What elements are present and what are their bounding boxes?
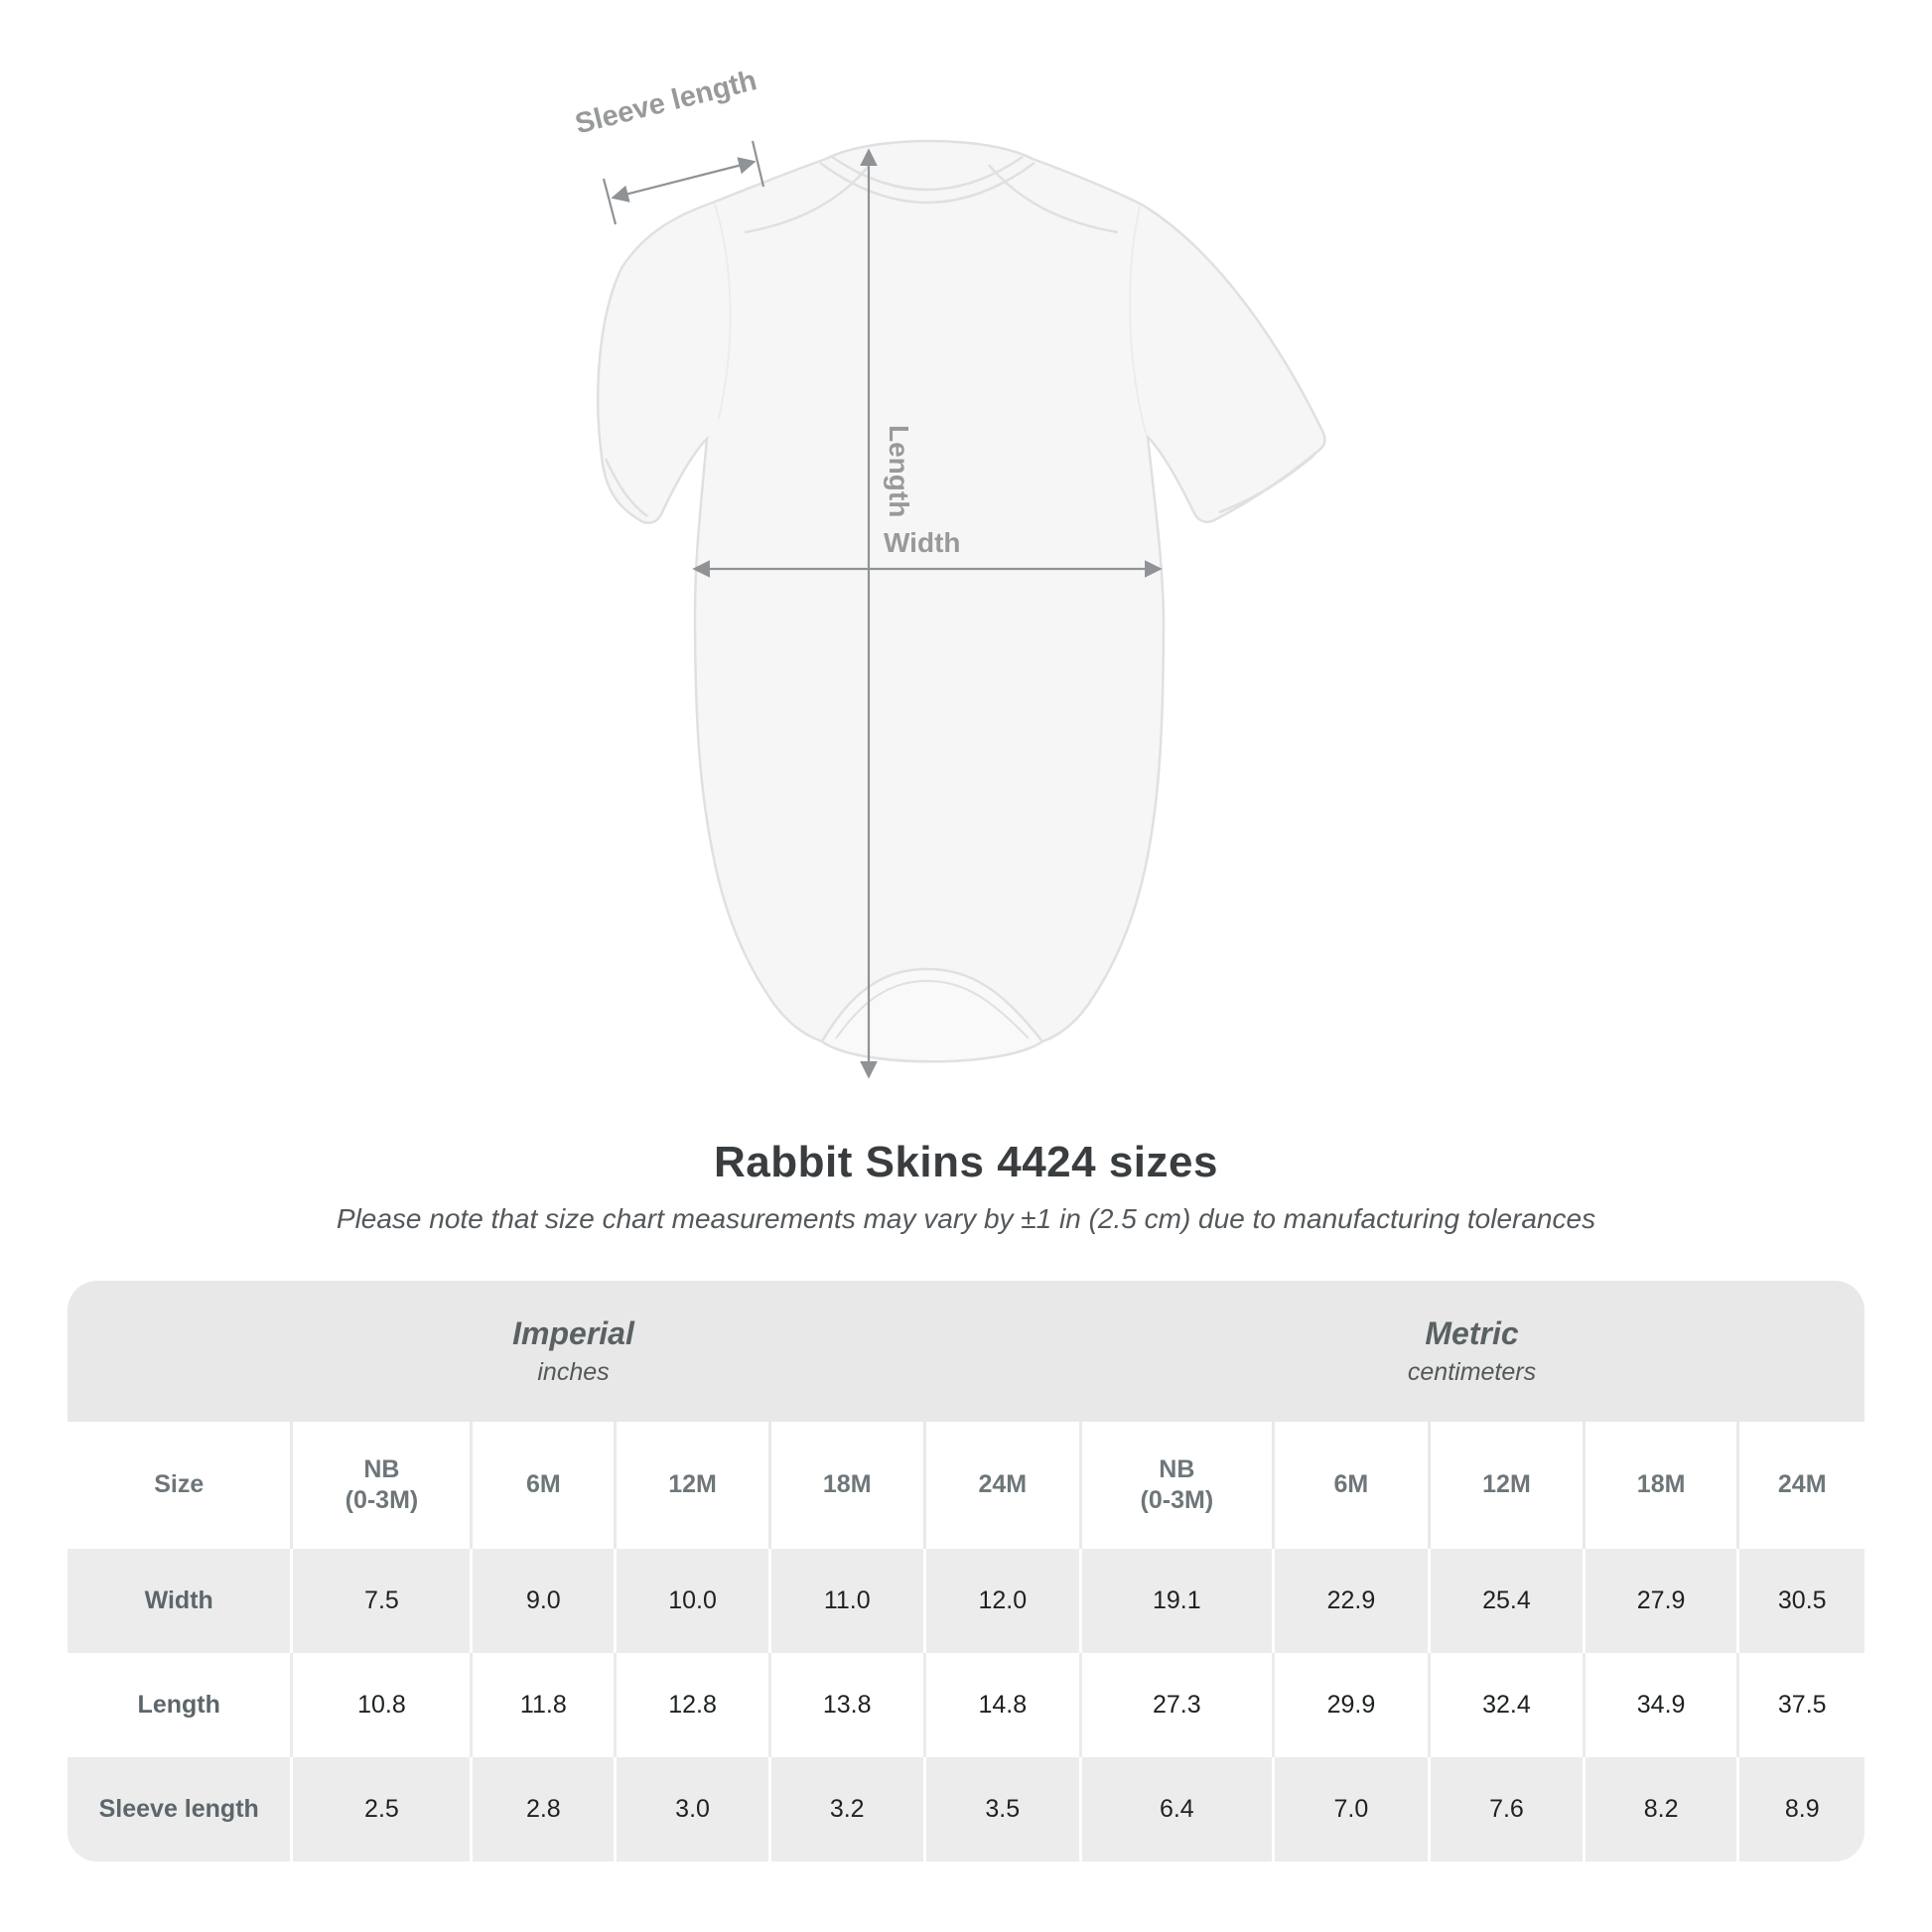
sleeve-length-label: Sleeve length: [574, 65, 759, 140]
table-cell: 34.9: [1582, 1653, 1737, 1757]
table-cell: 12.0: [922, 1549, 1080, 1653]
col-header-12m-imperial: 12M: [614, 1422, 768, 1549]
table-cell: 7.5: [290, 1549, 471, 1653]
row-label: Length: [68, 1653, 291, 1757]
length-label: Length: [884, 425, 914, 517]
table-cell: 27.3: [1079, 1653, 1272, 1757]
imperial-unit: inches: [537, 1357, 610, 1386]
metric-unit: centimeters: [1407, 1357, 1537, 1386]
row-label: Width: [68, 1549, 291, 1653]
col-header-24m-imperial: 24M: [922, 1422, 1080, 1549]
metric-group-header: Metric centimeters: [1079, 1281, 1864, 1422]
col-header-6m-imperial: 6M: [470, 1422, 615, 1549]
table-cell: 11.8: [470, 1653, 615, 1757]
table-cell: 3.5: [922, 1757, 1080, 1862]
table-cell: 9.0: [470, 1549, 615, 1653]
imperial-group-header: Imperial inches: [68, 1281, 1080, 1422]
table-cell: 22.9: [1271, 1549, 1429, 1653]
onesie-diagram: Sleeve length Length Width: [572, 60, 1358, 1092]
size-column-header: Size: [68, 1422, 291, 1549]
table-cell: 7.6: [1428, 1757, 1583, 1862]
table-cell: 30.5: [1736, 1549, 1864, 1653]
page-title: Rabbit Skins 4424 sizes: [714, 1138, 1218, 1186]
imperial-label: Imperial: [512, 1314, 634, 1351]
col-header-line2: (0-3M): [1140, 1486, 1214, 1514]
table-cell: 12.8: [614, 1653, 768, 1757]
table-row-width: Width 7.5 9.0 10.0 11.0 12.0 19.1 22.9 2…: [68, 1549, 1864, 1653]
table-cell: 14.8: [922, 1653, 1080, 1757]
table-cell: 6.4: [1079, 1757, 1272, 1862]
table-cell: 37.5: [1736, 1653, 1864, 1757]
table-cell: 3.2: [767, 1757, 923, 1862]
row-label: Sleeve length: [68, 1757, 291, 1862]
col-header-line1: NB: [1159, 1454, 1195, 1483]
col-header-24m-metric: 24M: [1736, 1422, 1864, 1549]
metric-label: Metric: [1425, 1314, 1519, 1351]
table-cell: 2.5: [290, 1757, 471, 1862]
sleeve-length-arrow: [602, 140, 765, 225]
col-header-12m-metric: 12M: [1428, 1422, 1583, 1549]
tolerance-note: Please note that size chart measurements…: [336, 1203, 1596, 1234]
col-header-line2: (0-3M): [345, 1486, 419, 1514]
col-header-6m-metric: 6M: [1271, 1422, 1429, 1549]
size-table: Imperial inches Metric centimeters Size …: [68, 1281, 1864, 1862]
table-cell: 8.2: [1582, 1757, 1737, 1862]
col-header-18m-metric: 18M: [1582, 1422, 1737, 1549]
table-cell: 25.4: [1428, 1549, 1583, 1653]
table-cell: 19.1: [1079, 1549, 1272, 1653]
onesie-illustration: Sleeve length Length Width: [572, 65, 1326, 1079]
width-label: Width: [884, 527, 961, 558]
size-header-row: Size NB (0-3M) 6M 12M 18M 24M NB (0-3M) …: [68, 1422, 1864, 1549]
measurement-annotations: [602, 140, 1163, 1079]
unit-group-row: Imperial inches Metric centimeters: [68, 1281, 1864, 1422]
table-row-sleeve-length: Sleeve length 2.5 2.8 3.0 3.2 3.5 6.4 7.…: [68, 1757, 1864, 1862]
col-header-nb-imperial: NB (0-3M): [290, 1422, 471, 1549]
onesie-armhole-seams: [714, 204, 1147, 434]
table-cell: 2.8: [470, 1757, 615, 1862]
table-cell: 29.9: [1271, 1653, 1429, 1757]
table-cell: 10.0: [614, 1549, 768, 1653]
table-cell: 32.4: [1428, 1653, 1583, 1757]
onesie-collar: [744, 155, 1119, 234]
table-cell: 11.0: [767, 1549, 923, 1653]
col-header-nb-metric: NB (0-3M): [1079, 1422, 1272, 1549]
table-cell: 7.0: [1271, 1757, 1429, 1862]
col-header-line1: NB: [363, 1454, 400, 1483]
onesie-cuffs: [604, 454, 1315, 517]
col-header-18m-imperial: 18M: [767, 1422, 923, 1549]
table-row-length: Length 10.8 11.8 12.8 13.8 14.8 27.3 29.…: [68, 1653, 1864, 1757]
onesie-body: [597, 139, 1326, 1063]
table-cell: 3.0: [614, 1757, 768, 1862]
table-cell: 10.8: [290, 1653, 471, 1757]
table-cell: 27.9: [1582, 1549, 1737, 1653]
table-cell: 13.8: [767, 1653, 923, 1757]
table-cell: 8.9: [1736, 1757, 1864, 1862]
